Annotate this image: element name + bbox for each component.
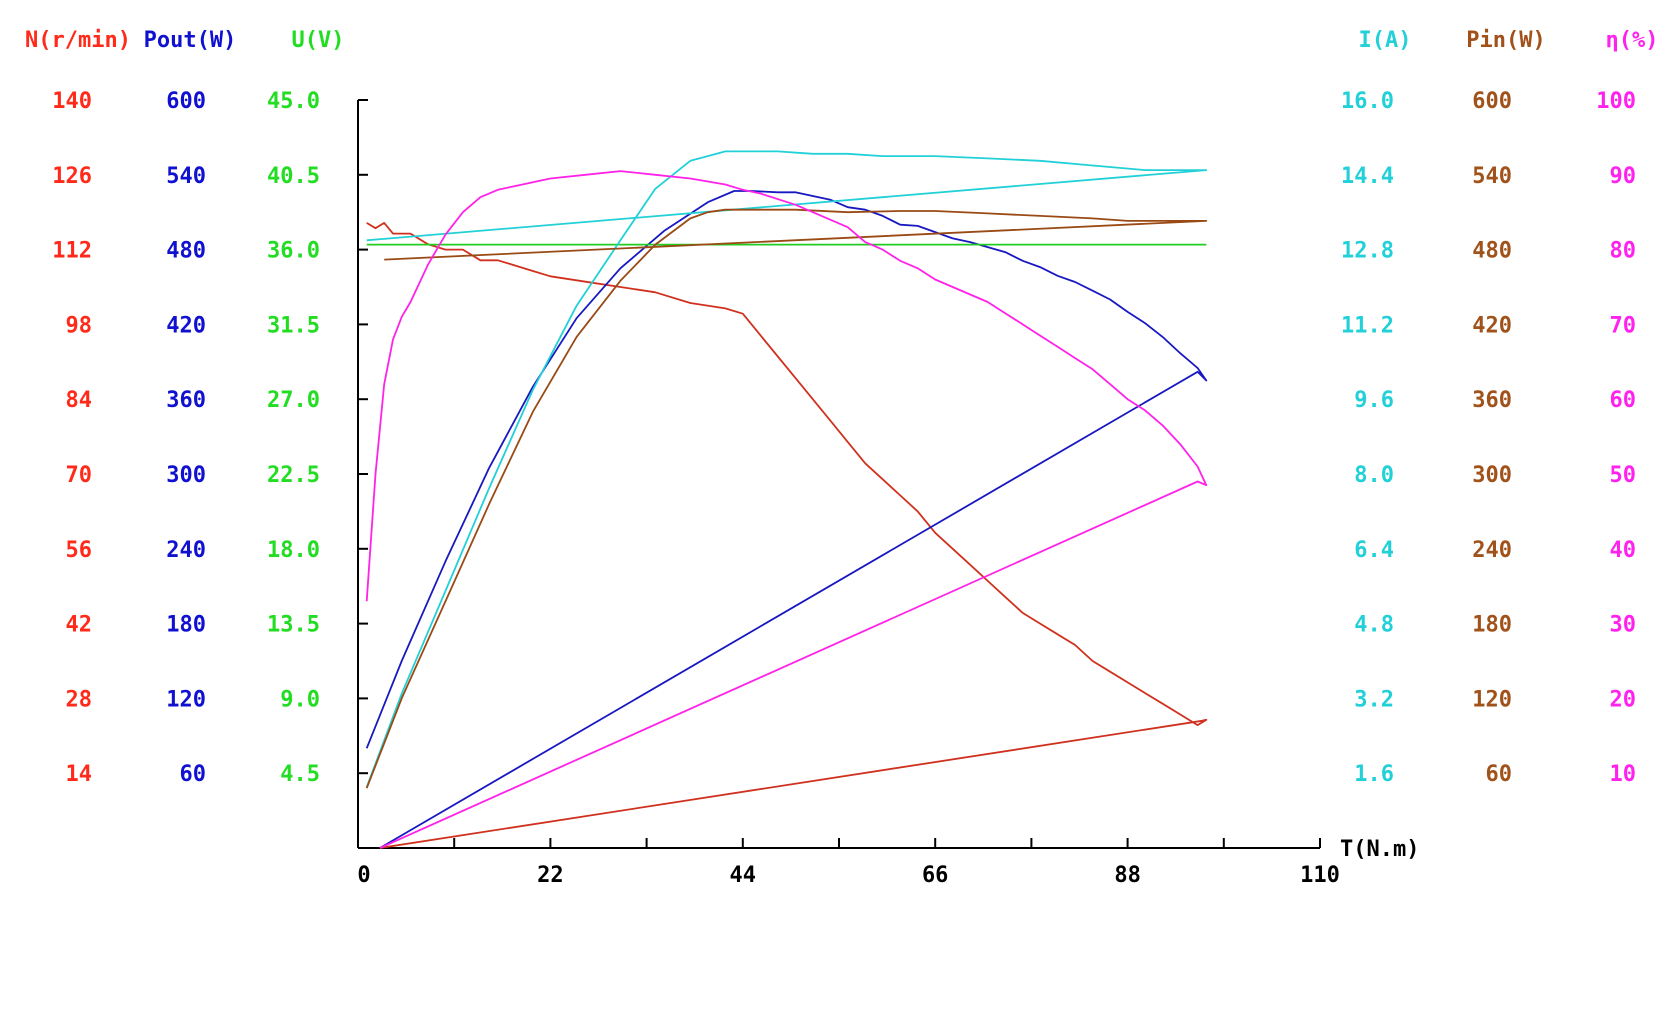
y-tick-label-n: 140: [52, 89, 92, 114]
y-tick-label-n: 126: [52, 164, 92, 189]
y-tick-label-u: 31.5: [267, 313, 320, 338]
y-tick-label-i: 6.4: [1354, 538, 1394, 563]
y-tick-label-eff: 20: [1610, 687, 1637, 712]
y-tick-label-pout: 300: [166, 463, 206, 488]
y-tick-label-pin: 240: [1472, 538, 1512, 563]
y-tick-label-eff: 70: [1610, 313, 1637, 338]
y-tick-label-n: 70: [66, 463, 93, 488]
y-tick-label-u: 4.5: [280, 762, 320, 787]
series-line-i: [365, 150, 1208, 788]
y-tick-label-u: 13.5: [267, 613, 320, 638]
y-tick-label-pin: 300: [1472, 463, 1512, 488]
y-tick-label-u: 45.0: [267, 89, 320, 114]
y-tick-label-i: 8.0: [1354, 463, 1394, 488]
y-tick-label-pout: 120: [166, 687, 206, 712]
y-tick-label-eff: 90: [1610, 164, 1637, 189]
y-tick-label-pin: 540: [1472, 164, 1512, 189]
y-tick-label-pout: 240: [166, 538, 206, 563]
x-tick-label: 66: [922, 863, 949, 888]
axis-title-i: I(A): [1359, 28, 1412, 53]
y-tick-label-eff: 30: [1610, 613, 1637, 638]
x-tick-label: 44: [730, 863, 757, 888]
y-tick-label-pout: 600: [166, 89, 206, 114]
y-tick-label-pin: 360: [1472, 388, 1512, 413]
y-tick-label-i: 16.0: [1341, 89, 1394, 114]
y-tick-label-u: 22.5: [267, 463, 320, 488]
x-tick-label: 22: [537, 863, 564, 888]
y-tick-label-n: 56: [66, 538, 93, 563]
y-tick-label-n: 98: [66, 313, 93, 338]
y-tick-label-pout: 180: [166, 613, 206, 638]
y-tick-label-eff: 60: [1610, 388, 1637, 413]
x-tick-label: 110: [1300, 863, 1340, 888]
y-tick-label-i: 12.8: [1341, 239, 1394, 264]
y-tick-label-pin: 60: [1486, 762, 1513, 787]
y-tick-label-eff: 10: [1610, 762, 1637, 787]
y-tick-label-n: 14: [66, 762, 93, 787]
y-tick-label-u: 27.0: [267, 388, 320, 413]
y-tick-label-pout: 360: [166, 388, 206, 413]
y-tick-label-pin: 480: [1472, 239, 1512, 264]
y-tick-label-pout: 420: [166, 313, 206, 338]
y-tick-label-pout: 480: [166, 239, 206, 264]
y-tick-label-n: 112: [52, 239, 92, 264]
y-tick-label-i: 1.6: [1354, 762, 1394, 787]
y-tick-label-pout: 540: [166, 164, 206, 189]
series-line-n: [366, 221, 1208, 849]
y-tick-label-pin: 600: [1472, 89, 1512, 114]
y-tick-label-u: 9.0: [280, 687, 320, 712]
y-tick-label-pin: 420: [1472, 313, 1512, 338]
y-tick-label-u: 40.5: [267, 164, 320, 189]
y-tick-label-n: 84: [66, 388, 93, 413]
y-tick-label-eff: 50: [1610, 463, 1637, 488]
axis-title-u: U(V): [292, 28, 345, 53]
axis-title-pout: Pout(W): [144, 28, 237, 53]
y-tick-label-eff: 100: [1596, 89, 1636, 114]
y-tick-label-pin: 120: [1472, 687, 1512, 712]
y-tick-label-i: 11.2: [1341, 313, 1394, 338]
y-tick-label-eff: 40: [1610, 538, 1637, 563]
y-tick-label-eff: 80: [1610, 239, 1637, 264]
axis-title-n: N(r/min): [25, 28, 131, 53]
axis-title-pin: Pin(W): [1466, 28, 1545, 53]
y-tick-label-i: 14.4: [1341, 164, 1394, 189]
y-tick-label-pout: 60: [180, 762, 207, 787]
x-tick-label: 0: [357, 863, 370, 888]
y-tick-label-i: 9.6: [1354, 388, 1394, 413]
y-tick-label-n: 42: [66, 613, 93, 638]
y-tick-label-u: 36.0: [267, 239, 320, 264]
series-line-pin: [365, 208, 1208, 789]
x-tick-label: 88: [1114, 863, 1141, 888]
y-tick-label-n: 28: [66, 687, 93, 712]
y-tick-label-i: 4.8: [1354, 613, 1394, 638]
y-tick-label-pin: 180: [1472, 613, 1512, 638]
y-tick-label-u: 18.0: [267, 538, 320, 563]
series-line-eff: [365, 170, 1208, 849]
series-line-pout: [365, 190, 1208, 849]
axis-title-eff: η(%): [1606, 28, 1659, 53]
y-tick-label-i: 3.2: [1354, 687, 1394, 712]
x-axis-title: T(N.m): [1340, 837, 1419, 862]
